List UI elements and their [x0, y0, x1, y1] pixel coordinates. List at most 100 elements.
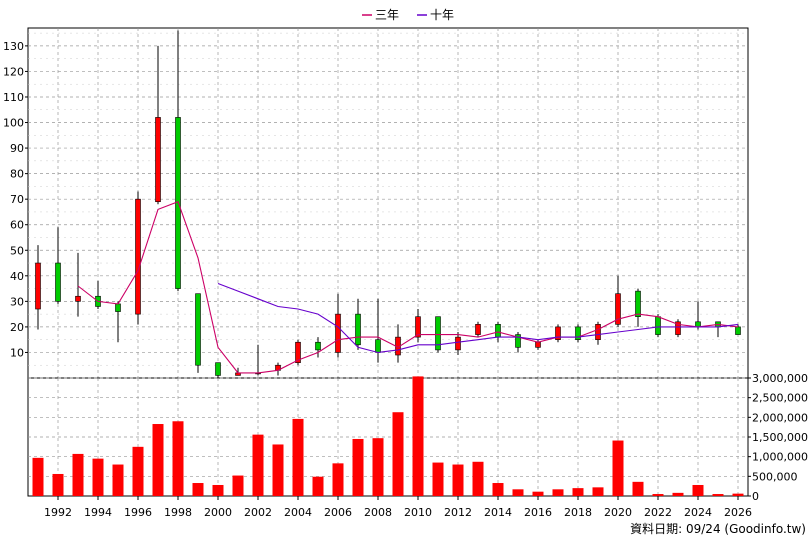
candle-body-1991 [35, 262, 41, 310]
candle-body-1992 [55, 262, 61, 302]
legend: 三年 十年 [362, 8, 454, 22]
y-tick-label-20: 20 [10, 321, 24, 334]
x-tick-label-2014: 2014 [484, 506, 512, 519]
volume-bar-2002 [252, 434, 264, 496]
legend-label-1: 十年 [430, 8, 454, 22]
x-tick-label-2006: 2006 [324, 506, 352, 519]
y2-tick-label-5: 2,500,000 [752, 392, 808, 405]
volume-bar-2013 [472, 461, 484, 496]
volume-bar-2026 [732, 493, 744, 496]
y-tick-label-120: 120 [3, 65, 24, 78]
x-tick-label-1996: 1996 [124, 506, 152, 519]
x-tick-label-2018: 2018 [564, 506, 592, 519]
x-tick-label-2000: 2000 [204, 506, 232, 519]
candle-body-1997 [155, 117, 161, 203]
x-tick-label-2024: 2024 [684, 506, 712, 519]
volume-bar-1999 [192, 483, 204, 496]
volume-bar-2009 [392, 412, 404, 496]
candle-body-2022 [655, 316, 661, 335]
y-tick-label-10: 10 [10, 346, 24, 359]
y-tick-label-110: 110 [3, 91, 24, 104]
footer-source: 資料日期: 09/24 (Goodinfo.tw) [630, 522, 806, 536]
candle-body-2014 [495, 324, 501, 338]
y2-tick-label-3: 1,500,000 [752, 431, 808, 444]
volume-bar-2006 [332, 463, 344, 496]
volume-bar-2011 [432, 462, 444, 496]
volume-bar-2004 [292, 418, 304, 496]
volume-bar-1998 [172, 421, 184, 496]
candle-body-2016 [535, 341, 541, 348]
series-line-0 [77, 200, 739, 374]
volume-bar-2012 [452, 464, 464, 496]
x-tick-label-2020: 2020 [604, 506, 632, 519]
candle-body-2020 [615, 293, 621, 325]
volume-bar-2023 [672, 492, 684, 496]
y-tick-label-100: 100 [3, 117, 24, 130]
x-tick-label-1992: 1992 [44, 506, 72, 519]
y2-tick-label-4: 2,000,000 [752, 411, 808, 424]
candle-body-2026 [735, 326, 741, 335]
volume-bar-2007 [352, 438, 364, 496]
x-tick-label-1998: 1998 [164, 506, 192, 519]
volume-bar-2008 [372, 438, 384, 496]
volume-bar-2001 [232, 475, 244, 496]
volume-bar-1996 [132, 446, 144, 496]
candle-body-2013 [475, 324, 481, 335]
y-tick-label-130: 130 [3, 40, 24, 53]
volume-bar-2014 [492, 483, 504, 496]
x-tick-label-2026: 2026 [724, 506, 752, 519]
volume-axis: 0 500,000 1,000,000 1,500,000 2,000,000 2,500… [748, 372, 808, 503]
y-tick-label-90: 90 [10, 142, 24, 155]
candle-body-1999 [195, 293, 201, 366]
candle-body-2010 [415, 316, 421, 338]
x-axis: 1992 1994 1996 1998 2000 2002 2004 2006 2008 2010… [44, 496, 752, 519]
candle-body-2011 [435, 316, 441, 351]
volume-bar-1993 [72, 453, 84, 496]
y2-tick-label-2: 1,000,000 [752, 451, 808, 464]
candle-body-2015 [515, 334, 521, 348]
price-axis: 10 20 30 40 50 60 70 80 90 100 110 120 130 [3, 40, 28, 359]
y2-tick-label-1: 500,000 [752, 470, 798, 483]
x-tick-label-2004: 2004 [284, 506, 312, 519]
volume-bar-1991 [32, 457, 44, 496]
candle-body-1993 [75, 295, 81, 302]
candle-body-2005 [315, 341, 321, 351]
y2-tick-label-6: 3,000,000 [752, 372, 808, 385]
x-tick-label-2022: 2022 [644, 506, 672, 519]
candle-body-2012 [455, 336, 461, 351]
candle-body-2021 [635, 290, 641, 317]
volume-bar-2003 [272, 444, 284, 496]
volume-bar-2021 [632, 481, 644, 496]
candle-body-2000 [215, 362, 221, 376]
volume-bar-2020 [612, 440, 624, 496]
x-tick-label-2010: 2010 [404, 506, 432, 519]
volume-bar-1995 [112, 464, 124, 496]
candle-body-2007 [355, 313, 361, 346]
candle-body-2018 [575, 326, 581, 340]
volume-bar-2005 [312, 476, 324, 496]
volume-bar-1992 [52, 473, 64, 496]
volume-bar-2015 [512, 489, 524, 496]
y-tick-label-50: 50 [10, 244, 24, 257]
moving-average-lines [77, 200, 739, 374]
candle-body-2006 [335, 313, 341, 353]
candle-body-1996 [135, 198, 141, 315]
series-line-1 [217, 282, 739, 354]
candle-body-2017 [555, 326, 561, 340]
candle-body-1995 [115, 303, 121, 312]
candle-body-2019 [595, 324, 601, 340]
volume-bar-2025 [712, 494, 724, 496]
candle-body-2008 [375, 339, 381, 353]
volume-bar-2000 [212, 484, 224, 496]
volume-bar-2019 [592, 487, 604, 496]
volume-bar-2022 [652, 494, 664, 496]
price-frame [27, 27, 749, 379]
volume-bar-1994 [92, 458, 104, 496]
y-tick-label-30: 30 [10, 295, 24, 308]
y-tick-label-60: 60 [10, 219, 24, 232]
x-tick-label-2002: 2002 [244, 506, 272, 519]
candle-body-2023 [675, 321, 681, 335]
volume-bar-2024 [692, 484, 704, 496]
